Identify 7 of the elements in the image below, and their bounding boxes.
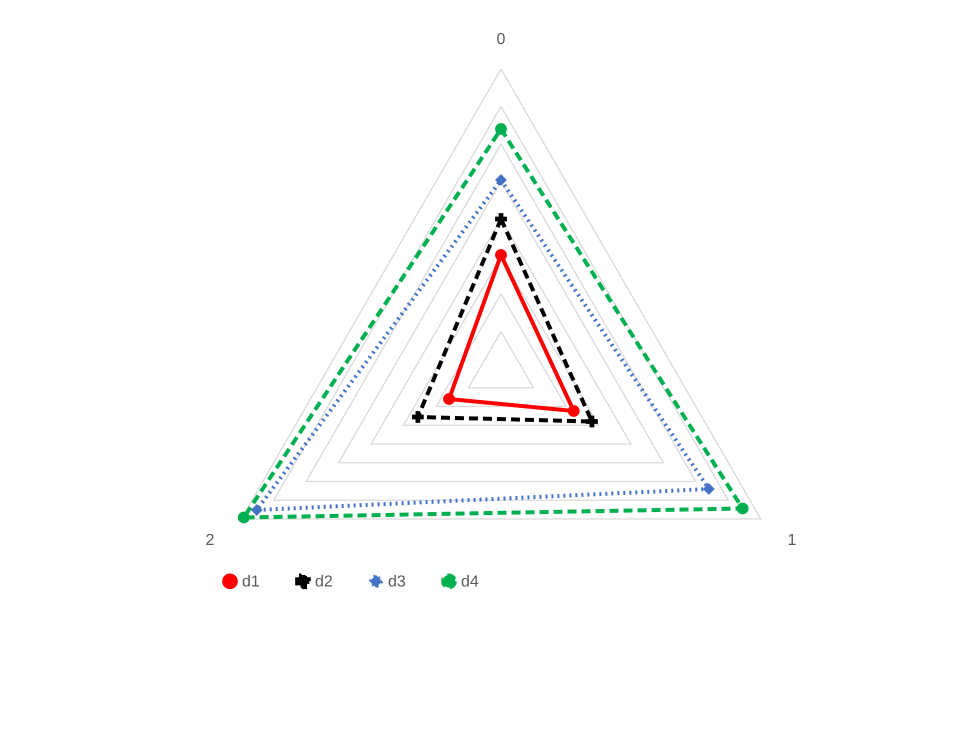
legend-label: d3: [388, 573, 406, 590]
legend-label: d2: [315, 573, 333, 590]
spoke-label: 0: [496, 31, 506, 48]
legend-label: d1: [242, 573, 260, 590]
legend-label: d4: [461, 573, 479, 590]
spoke-label: 2: [206, 532, 215, 549]
spoke-label: 1: [788, 532, 797, 549]
